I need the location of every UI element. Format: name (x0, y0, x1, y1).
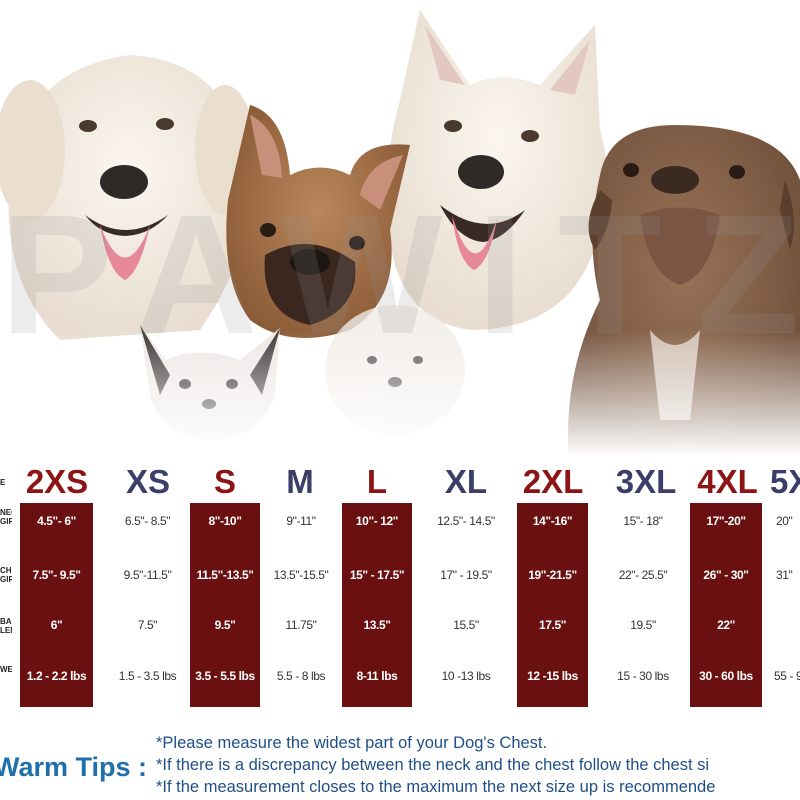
cell-neck-2xs: 4.5"- 6" (37, 514, 76, 528)
highlight-column-s (190, 503, 260, 707)
dogs-photo (0, 10, 800, 470)
cell-weight-s: 3.5 - 5.5 lbs (195, 669, 255, 683)
cell-neck-5x: 20" (776, 514, 793, 528)
size-header-m: M (286, 463, 314, 500)
size-header-2xl: 2XL (522, 463, 584, 500)
cell-neck-s: 8"-10" (208, 514, 242, 528)
size-header-xs: XS (125, 463, 171, 500)
tip-line-1: *Please measure the widest part of your … (156, 734, 548, 752)
cell-chest-2xl: 19"-21.5" (528, 568, 577, 582)
cell-back-xs: 7.5" (137, 618, 158, 632)
highlight-column-4xl (690, 503, 762, 707)
tip-line-2: *If there is a discrepancy between the n… (156, 756, 710, 774)
cell-neck-4xl: 17"-20" (706, 514, 746, 528)
size-header-3xl: 3XL (615, 463, 677, 500)
cell-weight-5x: 55 - 9 (774, 669, 800, 683)
cell-chest-s: 11.5"-13.5" (196, 568, 254, 582)
cell-chest-2xs: 7.5"- 9.5" (32, 568, 81, 582)
cell-back-2xl: 17.5" (538, 618, 567, 632)
cell-chest-3xl: 22"- 25.5" (618, 568, 668, 582)
cell-back-s: 9.5" (214, 618, 236, 632)
cell-neck-xs: 6.5"- 8.5" (124, 514, 171, 528)
cell-weight-2xs: 1.2 - 2.2 lbs (26, 669, 87, 683)
cell-weight-4xl: 30 - 60 lbs (699, 669, 753, 683)
row-label-chest: CHEST GIRTH (0, 566, 12, 584)
watermark-text: PAWITZ (0, 195, 800, 355)
cell-neck-m: 9"-11" (286, 514, 316, 528)
photo-fade-overlay (0, 330, 800, 480)
size-header-5x: 5X (770, 463, 800, 500)
white-shepherd (386, 10, 608, 330)
cell-back-l: 13.5" (363, 618, 391, 632)
cell-back-4xl: 22" (717, 618, 735, 632)
size-header-l: L (366, 463, 388, 500)
row-label-neck: NECK GIRTH (0, 508, 12, 526)
row-label-weight: WEIGHT (0, 665, 12, 674)
highlight-column-l (342, 503, 412, 707)
cell-chest-5x: 31" (776, 568, 793, 582)
tip-line-3: *If the measurement closes to the maximu… (156, 778, 716, 796)
row-label-back: BACK LENGTH (0, 617, 12, 635)
cell-chest-l: 15" - 17.5" (349, 568, 405, 582)
row-label-size: E (0, 478, 6, 487)
highlight-column-2xs (20, 503, 93, 707)
cell-chest-4xl: 26" - 30" (703, 568, 749, 582)
cell-neck-xl: 12.5"- 14.5" (437, 514, 495, 528)
cell-weight-xs: 1.5 - 3.5 lbs (118, 669, 177, 683)
warm-tips-title: Warm Tips : (0, 752, 148, 782)
golden-retriever (0, 55, 255, 340)
cell-back-xl: 15.5" (453, 618, 479, 632)
size-header-s: S (213, 463, 236, 500)
cell-chest-m: 13.5"-15.5" (273, 568, 329, 582)
cell-weight-2xl: 12 -15 lbs (527, 669, 578, 683)
french-bulldog (226, 105, 410, 338)
cell-back-m: 11.75" (285, 618, 317, 632)
cell-back-2xs: 6" (50, 618, 63, 632)
highlight-column-2xl (517, 503, 588, 707)
cell-neck-l: 10"- 12" (355, 514, 399, 528)
cell-chest-xs: 9.5"-11.5" (123, 568, 172, 582)
cell-chest-xl: 17" - 19.5" (440, 568, 492, 582)
cell-weight-l: 8-11 lbs (356, 669, 398, 683)
cell-neck-2xl: 14"-16" (532, 514, 573, 528)
cell-neck-3xl: 15"- 18" (623, 514, 663, 528)
cell-back-3xl: 19.5" (630, 618, 656, 632)
dogs-illustration (0, 10, 800, 470)
size-header-2xs: 2XS (25, 463, 89, 500)
size-header-xl: XL (444, 463, 488, 500)
cell-weight-3xl: 15 - 30 lbs (617, 669, 669, 683)
cell-weight-xl: 10 -13 lbs (441, 669, 491, 683)
size-header-4xl: 4XL (697, 463, 758, 500)
cell-back-5x (776, 614, 800, 636)
cell-weight-m: 5.5 - 8 lbs (276, 669, 326, 683)
